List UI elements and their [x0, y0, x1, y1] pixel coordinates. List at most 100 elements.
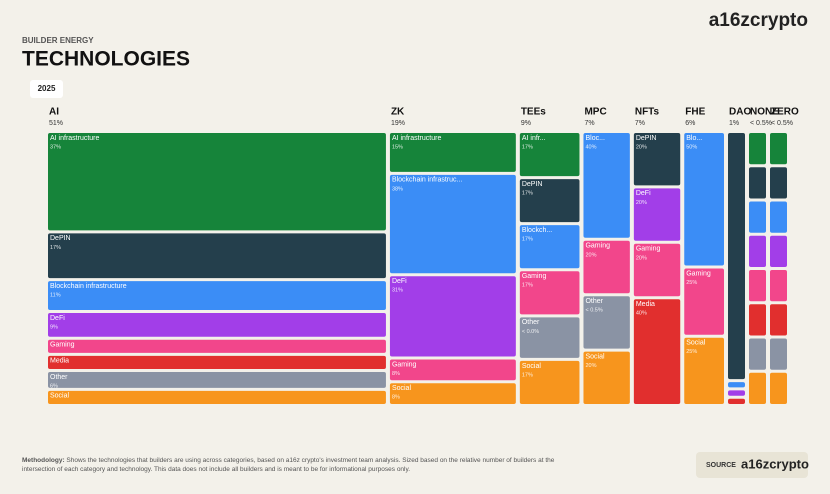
segment — [389, 383, 516, 404]
segment-name: Other — [585, 298, 603, 305]
segment-name: Gaming — [686, 270, 711, 277]
segment — [770, 201, 787, 233]
year-label[interactable]: 2025 — [38, 84, 56, 93]
segment — [389, 133, 516, 172]
segment-label: 40% — [636, 311, 647, 317]
segment — [749, 270, 766, 302]
source-box — [696, 452, 808, 478]
segment-name: Social — [686, 340, 706, 347]
brand-logo: a16zcrypto — [709, 10, 808, 31]
segment-label: 17% — [522, 191, 533, 197]
segment-name: Gaming — [585, 243, 610, 250]
segment-label: 37% — [50, 144, 61, 150]
column-name: NONE — [750, 107, 779, 118]
segment-name: DeFi — [392, 278, 407, 285]
segment-name: DePIN — [522, 181, 543, 188]
segment — [684, 133, 724, 266]
segment — [48, 233, 386, 279]
segment — [583, 240, 630, 294]
segment-label: 50% — [686, 144, 697, 150]
segment — [770, 235, 787, 267]
column-share: 19% — [391, 120, 405, 127]
column-share: 6% — [685, 120, 695, 127]
segment-label: 15% — [392, 144, 403, 150]
segment — [684, 337, 724, 404]
segment — [749, 201, 766, 233]
segment-label: < 0.5% — [585, 308, 602, 314]
segment — [583, 296, 630, 349]
segment — [48, 390, 386, 404]
segment-label: 20% — [585, 363, 596, 369]
segment-name: DeFi — [636, 190, 651, 197]
segment-label: 20% — [636, 144, 647, 150]
segment — [770, 133, 787, 165]
column-name: FHE — [685, 107, 705, 118]
segment-name: Other — [522, 319, 540, 326]
segment-name: Gaming — [392, 361, 417, 368]
segment-label: 20% — [636, 200, 647, 206]
column-share: < 0.5% — [750, 120, 772, 127]
column-name: AI — [49, 107, 59, 118]
segment-label: 40% — [585, 144, 596, 150]
methodology: Methodology: Shows the technologies that… — [22, 456, 582, 474]
column-name: ZK — [391, 107, 405, 118]
segment-name: Bloc... — [585, 135, 605, 142]
segment — [519, 225, 580, 269]
segment — [728, 398, 745, 404]
segment — [519, 179, 580, 223]
segment-label: 20% — [585, 252, 596, 258]
segment-label: 25% — [686, 349, 697, 355]
column-share: 7% — [635, 120, 645, 127]
segment — [633, 243, 681, 297]
column-name: MPC — [584, 107, 606, 118]
segment-name: AI infr... — [522, 135, 546, 142]
column-share: 9% — [521, 120, 531, 127]
segment — [48, 281, 386, 311]
segment — [684, 268, 724, 335]
segment — [389, 276, 516, 357]
segment-name: Media — [50, 358, 69, 365]
segment — [770, 270, 787, 302]
segment — [749, 338, 766, 370]
segment-label: 6% — [50, 384, 58, 390]
segment-label: 17% — [522, 283, 533, 289]
segment — [749, 372, 766, 404]
segment-label: 20% — [636, 255, 647, 261]
year-chip[interactable] — [30, 80, 63, 98]
segment-name: Blo... — [686, 135, 702, 142]
segment — [519, 133, 580, 177]
segment — [749, 133, 766, 165]
segment-name: AI infrastructure — [50, 135, 100, 142]
segment — [389, 174, 516, 274]
segment — [770, 338, 787, 370]
segment-name: Social — [585, 353, 605, 360]
segment-name: DePIN — [636, 135, 657, 142]
segment-name: Media — [636, 301, 655, 308]
segment-label: 9% — [50, 325, 58, 331]
segment-name: Gaming — [522, 273, 547, 280]
segment-label: 31% — [392, 288, 403, 294]
segment — [583, 351, 630, 404]
segment-label: 8% — [392, 371, 400, 377]
segment-name: Social — [392, 385, 412, 392]
kicker: BUILDER ENERGY — [22, 36, 94, 45]
segment-name: Gaming — [50, 342, 75, 349]
segment — [770, 304, 787, 336]
segment-label: 17% — [522, 144, 533, 150]
column-name: DAO — [729, 107, 751, 118]
segment-label: 17% — [50, 245, 61, 251]
segment-label: 8% — [392, 395, 400, 401]
segment-name: Blockchain infrastruc... — [392, 177, 462, 184]
segment-name: Social — [522, 363, 542, 370]
segment — [633, 188, 681, 241]
segment — [728, 390, 745, 396]
segment — [749, 167, 766, 199]
segment-name: DeFi — [50, 315, 65, 322]
segment-name: Social — [50, 393, 70, 400]
segment-name: Blockchain infrastructure — [50, 283, 127, 290]
column-share: 51% — [49, 120, 63, 127]
segment — [633, 299, 681, 404]
column-share: 1% — [729, 120, 739, 127]
